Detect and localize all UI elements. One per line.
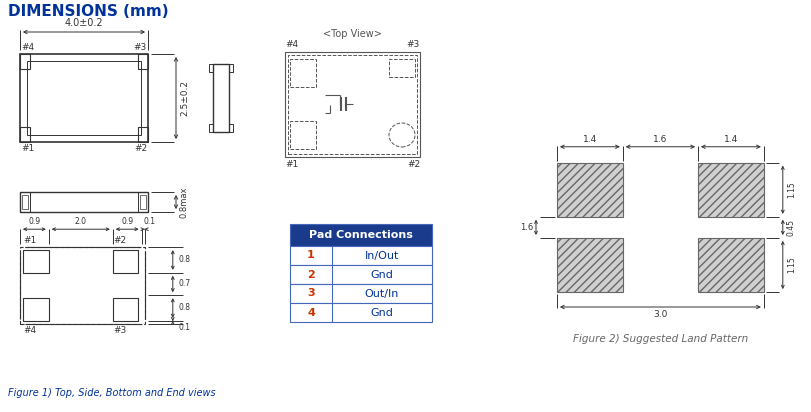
Text: Pad Connections: Pad Connections (309, 230, 413, 240)
Text: 1.15: 1.15 (786, 257, 795, 273)
Text: 0.1: 0.1 (178, 323, 191, 332)
Text: Gnd: Gnd (370, 269, 393, 279)
Text: #4: #4 (24, 326, 36, 335)
Text: #4: #4 (285, 40, 298, 49)
Bar (556, 238, 622, 292)
Text: 0.9: 0.9 (121, 217, 133, 226)
Bar (290, 224, 431, 246)
Bar (27, 61, 141, 135)
Text: Out/In: Out/In (364, 288, 399, 299)
Text: 3: 3 (307, 288, 315, 299)
Text: #4: #4 (21, 43, 34, 52)
Bar (285, 52, 419, 157)
Text: 0.8: 0.8 (178, 255, 191, 265)
Bar (138, 192, 148, 212)
Bar (290, 59, 315, 87)
Bar (290, 246, 431, 265)
Bar (208, 124, 212, 132)
Text: 4.0±0.2: 4.0±0.2 (65, 18, 103, 28)
Bar (388, 59, 414, 77)
Bar (113, 298, 138, 321)
Text: 0.9: 0.9 (28, 217, 41, 226)
Bar (20, 192, 148, 212)
Bar (697, 238, 763, 292)
Bar (290, 265, 431, 284)
Bar (20, 247, 144, 324)
Text: 4: 4 (307, 307, 315, 318)
Text: #2: #2 (406, 160, 419, 169)
Text: Figure 1) Top, Side, Bottom and End views: Figure 1) Top, Side, Bottom and End view… (8, 388, 216, 398)
Bar (212, 64, 229, 132)
Text: #3: #3 (406, 40, 419, 49)
Bar (24, 298, 49, 321)
Text: <Top View>: <Top View> (322, 29, 381, 39)
Bar (290, 224, 431, 246)
Text: 2: 2 (307, 269, 315, 279)
Text: #1: #1 (285, 160, 298, 169)
Text: 1.4: 1.4 (723, 135, 737, 144)
Bar (229, 124, 233, 132)
Text: 3.0: 3.0 (652, 310, 667, 319)
Text: 1.6: 1.6 (519, 223, 532, 232)
Bar (556, 163, 622, 217)
Bar (290, 303, 431, 322)
Bar (697, 163, 763, 217)
Bar (20, 54, 30, 69)
Bar (20, 192, 30, 212)
Bar (24, 250, 49, 273)
Bar (208, 64, 212, 72)
Text: 1.15: 1.15 (786, 181, 795, 198)
Text: Gnd: Gnd (370, 307, 393, 318)
Bar (113, 250, 138, 273)
Text: 1.6: 1.6 (652, 135, 667, 144)
Bar (229, 64, 233, 72)
Bar (138, 127, 148, 142)
Text: #3: #3 (134, 43, 147, 52)
Bar (288, 55, 417, 154)
Text: 0.8max: 0.8max (180, 186, 189, 218)
Text: 1.4: 1.4 (582, 135, 596, 144)
Text: In/Out: In/Out (364, 250, 399, 260)
Text: 0.45: 0.45 (786, 219, 795, 236)
Text: 2.5±0.2: 2.5±0.2 (180, 80, 189, 116)
Text: #1: #1 (21, 144, 34, 153)
Text: 2.0: 2.0 (75, 217, 87, 226)
Text: Figure 2) Suggested Land Pattern: Figure 2) Suggested Land Pattern (572, 334, 747, 344)
Text: #2: #2 (134, 144, 147, 153)
Text: 0.1: 0.1 (143, 217, 155, 226)
Text: DIMENSIONS (mm): DIMENSIONS (mm) (8, 4, 169, 19)
Bar (22, 195, 28, 209)
Text: #3: #3 (113, 326, 126, 335)
Bar (290, 121, 315, 149)
Bar (139, 195, 146, 209)
Text: #2: #2 (113, 236, 126, 245)
Text: 1: 1 (307, 250, 315, 260)
Bar (290, 284, 431, 303)
Text: 0.7: 0.7 (178, 279, 191, 288)
Text: 0.8: 0.8 (178, 304, 191, 312)
Bar (20, 127, 30, 142)
Bar (138, 54, 148, 69)
Bar (20, 54, 148, 142)
Text: #1: #1 (24, 236, 36, 245)
